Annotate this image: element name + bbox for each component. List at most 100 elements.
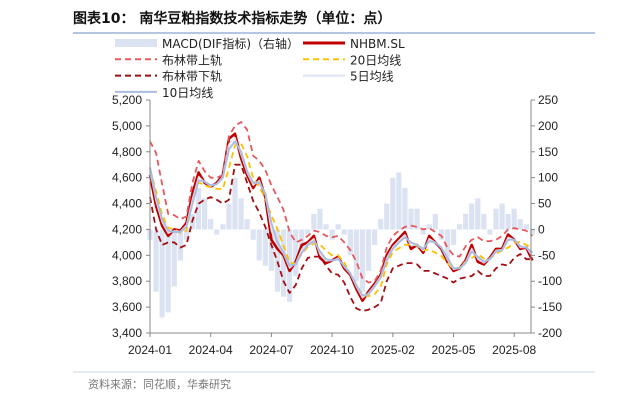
left-tick-label: 4,000	[112, 248, 142, 262]
legend-label: 20日均线	[350, 53, 401, 67]
macd-bar	[335, 224, 341, 230]
right-tick-label: -150	[538, 300, 562, 314]
macd-bar	[305, 229, 311, 235]
macd-bar	[390, 177, 396, 230]
left-tick-label: 4,800	[112, 145, 142, 159]
macd-bar	[444, 229, 451, 261]
macd-bar	[280, 229, 287, 297]
macd-bar	[232, 177, 238, 230]
series-5	[149, 136, 533, 299]
left-tick-label: 5,000	[112, 119, 142, 133]
right-tick-label: 50	[538, 197, 552, 211]
left-tick-label: 3,400	[112, 326, 142, 340]
macd-bar	[475, 198, 481, 230]
macd-bar	[244, 219, 250, 230]
macd-bar	[329, 229, 335, 240]
macd-bar	[523, 224, 529, 230]
macd-bar	[293, 229, 299, 277]
macd-bar	[505, 213, 511, 230]
macd-bar	[208, 219, 214, 230]
source-note: 资料来源：同花顺，华泰研究	[88, 377, 231, 391]
macd-bar	[359, 229, 366, 292]
legend-item: 20日均线	[303, 53, 401, 67]
x-tick-label: 2024-01	[128, 343, 172, 357]
macd-bar	[274, 229, 281, 292]
macd-bar	[323, 224, 329, 230]
macd-bar	[250, 229, 256, 240]
macd-bar	[353, 229, 359, 282]
series-1	[148, 132, 534, 302]
legend-item: MACD(DIF指标)（右轴）	[115, 36, 299, 51]
right-tick-label: 0	[538, 222, 545, 236]
legend-label: 5日均线	[350, 70, 394, 84]
legend-item: 5日均线	[303, 70, 394, 84]
macd-bar	[365, 229, 372, 271]
macd-bar	[396, 172, 402, 230]
macd-bar	[153, 229, 159, 292]
macd-bar	[226, 203, 232, 230]
plot-area: 3,400 3,600 3,800 4,000 4,200 4,400 4,600 4,800…	[112, 93, 562, 357]
macd-bar	[420, 229, 426, 235]
x-tick-label: 2025-08	[492, 343, 536, 357]
macd-bar	[384, 203, 390, 230]
macd-bar	[432, 213, 438, 230]
macd-bar	[262, 229, 268, 266]
x-tick-label: 2024-04	[189, 343, 233, 357]
legend-item: 布林带下轨	[115, 70, 222, 84]
chart-title: 图表10： 南华豆粕指数技术指标走势（单位：点）	[73, 10, 391, 27]
macd-bar	[529, 229, 536, 235]
left-tick-label: 4,600	[112, 171, 142, 185]
macd-bar	[450, 229, 457, 245]
macd-bar	[426, 224, 432, 230]
legend-label: 布林带下轨	[162, 70, 222, 84]
right-tick-label: -200	[538, 326, 562, 340]
macd-bar	[378, 219, 384, 230]
series-3	[149, 142, 533, 297]
x-tick-label: 2025-05	[431, 343, 475, 357]
macd-bar	[256, 229, 262, 261]
macd-bar	[414, 208, 420, 230]
left-tick-label: 4,200	[112, 222, 142, 236]
x-tick-label: 2025-02	[371, 343, 415, 357]
macd-bar	[177, 229, 183, 261]
legend-label: 10日均线	[162, 86, 213, 100]
macd-bar	[347, 229, 353, 256]
macd-bar	[371, 229, 378, 245]
macd-bar	[487, 229, 493, 235]
macd-bar	[511, 208, 517, 230]
macd-bar	[463, 213, 469, 230]
left-tick-label: 4,400	[112, 197, 142, 211]
legend-label: NHBM.SL	[350, 37, 405, 51]
right-tick-label: -50	[538, 248, 556, 262]
series-0	[147, 172, 536, 318]
macd-bar	[456, 224, 463, 230]
macd-bar	[268, 229, 274, 271]
macd-bar	[202, 198, 208, 230]
macd-bar	[220, 224, 226, 230]
series-line	[148, 132, 534, 302]
legend-item: 布林带上轨	[115, 53, 222, 67]
macd-bar	[171, 229, 177, 287]
legend-label: MACD(DIF指标)（右轴）	[162, 36, 299, 51]
macd-bar	[493, 208, 499, 230]
series-line	[149, 142, 533, 297]
macd-bar	[238, 198, 244, 230]
series-2	[149, 121, 533, 284]
series-line	[149, 136, 533, 299]
macd-bar	[165, 229, 171, 313]
macd-bar	[469, 203, 475, 230]
macd-bar	[317, 208, 323, 230]
legend-label: 布林带上轨	[162, 53, 222, 67]
macd-bar	[481, 213, 487, 230]
series-line	[149, 121, 533, 284]
macd-bar	[159, 229, 165, 318]
macd-bar	[438, 229, 444, 240]
macd-bar	[311, 213, 317, 230]
macd-bar	[499, 203, 505, 230]
macd-bar	[341, 229, 347, 235]
right-tick-label: 200	[538, 119, 558, 133]
right-tick-label: -100	[538, 274, 562, 288]
macd-bar	[183, 229, 190, 240]
